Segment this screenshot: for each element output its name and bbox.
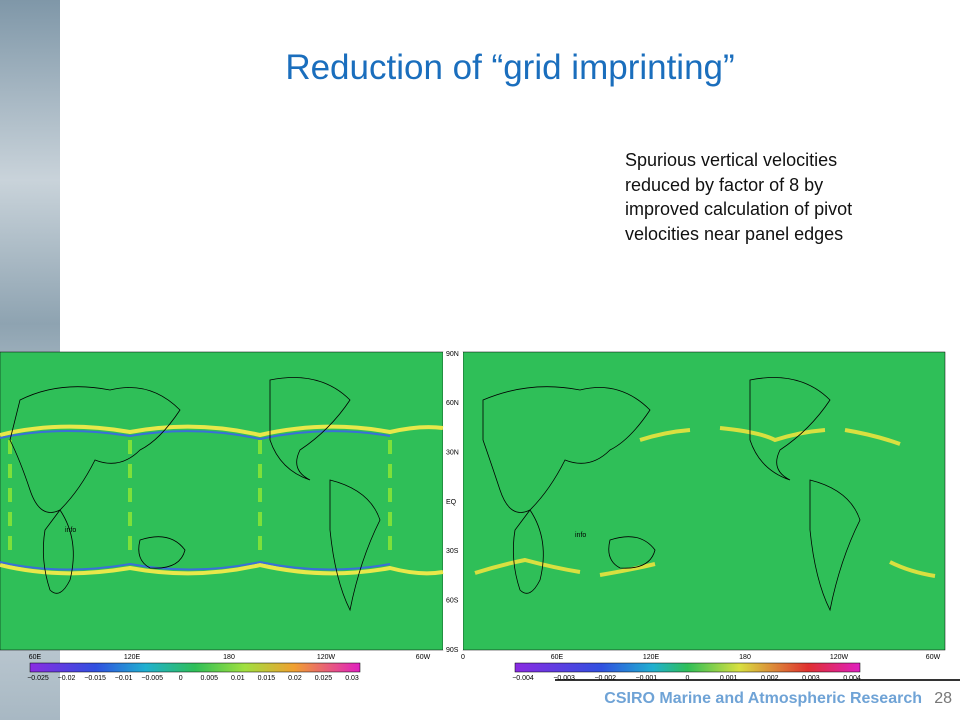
longitude-label: 180	[223, 654, 235, 661]
map-right	[462, 351, 946, 651]
latitude-label: 30N	[446, 450, 459, 457]
colorbar-label: −0.002	[594, 675, 616, 682]
colorbar-label: 0.02	[288, 675, 302, 682]
latitude-label: 60N	[446, 400, 459, 407]
colorbar-label: 0.002	[761, 675, 779, 682]
longitude-label: 60E	[29, 654, 42, 661]
colorbar-left	[29, 662, 361, 673]
footer-organization: CSIRO Marine and Atmospheric Research	[604, 690, 922, 707]
axis-gap	[443, 352, 463, 650]
colorbar-label: 0.01	[231, 675, 245, 682]
colorbar-label: −0.005	[141, 675, 163, 682]
longitude-label: 120W	[830, 654, 849, 661]
longitude-label: 120W	[317, 654, 336, 661]
coastlines	[9, 377, 861, 612]
imprint-right	[474, 426, 936, 578]
longitude-label: 180	[739, 654, 751, 661]
colorbar-label: 0.015	[258, 675, 276, 682]
colorbar-label: 0.001	[720, 675, 738, 682]
longitude-label: 60W	[926, 654, 941, 661]
colorbar-label: −0.02	[58, 675, 76, 682]
colorbar-label: 0.005	[201, 675, 219, 682]
latitude-label: 90N	[446, 351, 459, 358]
colorbar-label: −0.003	[553, 675, 575, 682]
colorbar-label: 0.025	[315, 675, 333, 682]
colorbar-label: −0.001	[636, 675, 658, 682]
colorbar-label: −0.01	[115, 675, 133, 682]
longitude-label: 60W	[416, 654, 431, 661]
colorbar-label: 0.003	[802, 675, 820, 682]
longitude-label: 0	[461, 654, 465, 661]
latitude-label: 60S	[446, 598, 459, 605]
slide-title: Reduction of “grid imprinting”	[285, 48, 735, 87]
colorbar-label: 0.03	[345, 675, 359, 682]
colorbar-label: 0	[686, 675, 690, 682]
panel-label: info	[575, 532, 586, 539]
maps: 90N 60N 30N EQ 30S 60S 90S 60E 120E 180 120W 60W −0.…	[0, 351, 946, 682]
note-text: Spurious vertical velocities reduced by …	[625, 150, 853, 244]
latitude-label: 30S	[446, 548, 459, 555]
colorbar-label: 0	[179, 675, 183, 682]
longitude-label: 120E	[643, 654, 660, 661]
latitude-label: 90S	[446, 647, 459, 654]
latitude-label: EQ	[446, 499, 457, 506]
colorbar-label: −0.004	[512, 675, 534, 682]
imprint-left	[0, 424, 444, 576]
map-left	[0, 351, 444, 651]
longitude-label: 60E	[551, 654, 564, 661]
colorbar-label: −0.015	[84, 675, 106, 682]
footer-rule	[555, 679, 960, 681]
panel-label: info	[65, 527, 76, 534]
page-number: 28	[934, 690, 952, 707]
colorbar-label: 0.004	[843, 675, 861, 682]
colorbar-right	[514, 662, 861, 673]
colorbar-label: −0.025	[27, 675, 49, 682]
longitude-label: 120E	[124, 654, 141, 661]
